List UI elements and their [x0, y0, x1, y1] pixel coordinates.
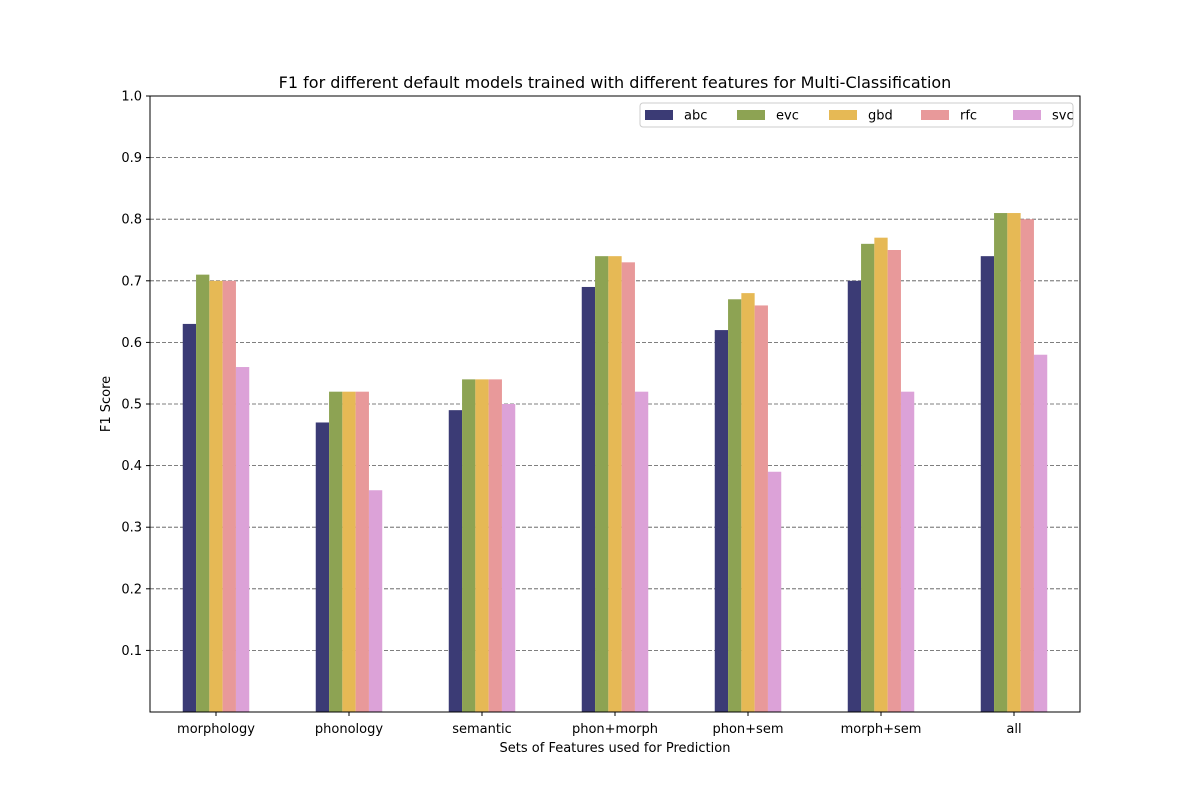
bar-abc-6 — [980, 256, 995, 712]
legend-swatch-abc — [645, 110, 673, 120]
bar-abc-2 — [448, 410, 463, 712]
y-tick-label: 0.1 — [121, 644, 142, 659]
x-tick-label: phon+morph — [572, 722, 658, 737]
y-tick-label: 0.6 — [121, 336, 142, 351]
legend-swatch-evc — [737, 110, 765, 120]
legend-label-gbd: gbd — [868, 109, 893, 124]
bar-rfc-0 — [222, 280, 236, 712]
bar-rfc-3 — [621, 262, 635, 712]
bar-abc-3 — [581, 286, 596, 712]
bar-evc-4 — [728, 299, 742, 712]
bar-svc-2 — [501, 404, 516, 712]
bar-gbd-0 — [209, 280, 223, 712]
y-tick-label: 0.7 — [121, 274, 142, 289]
y-tick-label: 0.2 — [121, 582, 142, 597]
y-tick-label: 0.3 — [121, 521, 142, 536]
x-tick-label: phonology — [315, 722, 383, 737]
bar-gbd-1 — [342, 391, 356, 712]
bar-abc-0 — [182, 323, 197, 712]
bar-abc-5 — [847, 280, 862, 712]
bar-svc-1 — [368, 490, 383, 712]
bar-rfc-6 — [1020, 219, 1034, 712]
bar-evc-2 — [462, 379, 476, 712]
x-tick-label: semantic — [452, 722, 512, 737]
plot-frame — [149, 95, 1081, 713]
legend-swatch-gbd — [829, 110, 857, 120]
legend-label-svc: svc — [1052, 109, 1074, 124]
legend-swatch-rfc — [921, 110, 949, 120]
legend-label-abc: abc — [684, 109, 707, 124]
bar-evc-6 — [994, 213, 1008, 713]
bar-svc-4 — [767, 471, 782, 712]
x-tick-label: all — [1006, 722, 1021, 737]
y-axis-label: F1 Score — [99, 376, 114, 432]
bar-svc-6 — [1033, 354, 1048, 712]
legend: abc evc gbd rfc svc — [639, 102, 1074, 128]
bar-svc-5 — [900, 391, 915, 712]
x-axis-label: Sets of Features used for Prediction — [500, 741, 731, 756]
y-tick-label: 1.0 — [121, 90, 142, 105]
bar-gbd-4 — [741, 293, 755, 712]
bar-gbd-3 — [608, 256, 622, 712]
bar-evc-3 — [595, 256, 609, 712]
tick-labels: 0.1 0.2 0.3 0.4 0.5 0.6 0.7 0.8 0.9 1.0 morphology… — [121, 90, 1021, 738]
bar-svc-0 — [235, 367, 250, 712]
bar-gbd-5 — [874, 237, 888, 712]
bar-rfc-2 — [488, 379, 502, 712]
y-tick-label: 0.5 — [121, 398, 142, 413]
bar-rfc-4 — [754, 305, 768, 712]
y-tick-label: 0.9 — [121, 151, 142, 166]
bar-rfc-5 — [887, 250, 901, 712]
chart-title: F1 for different default models trained … — [279, 73, 952, 92]
bar-evc-1 — [329, 391, 343, 712]
x-tick-label: morph+sem — [841, 722, 922, 737]
legend-label-rfc: rfc — [960, 109, 977, 124]
bar-abc-1 — [315, 422, 330, 712]
x-tick-label: morphology — [177, 722, 255, 737]
bar-rfc-1 — [355, 391, 369, 712]
bar-gbd-6 — [1007, 213, 1021, 713]
y-tick-label: 0.4 — [121, 459, 142, 474]
bar-abc-4 — [714, 330, 729, 712]
x-tick-label: phon+sem — [712, 722, 783, 737]
y-tick-label: 0.8 — [121, 213, 142, 228]
bar-gbd-2 — [475, 379, 489, 712]
legend-swatch-svc — [1013, 110, 1041, 120]
bar-svc-3 — [634, 391, 649, 712]
bar-evc-5 — [861, 243, 875, 712]
bar-evc-0 — [196, 274, 210, 712]
legend-label-evc: evc — [776, 109, 799, 124]
bars — [182, 213, 1048, 713]
